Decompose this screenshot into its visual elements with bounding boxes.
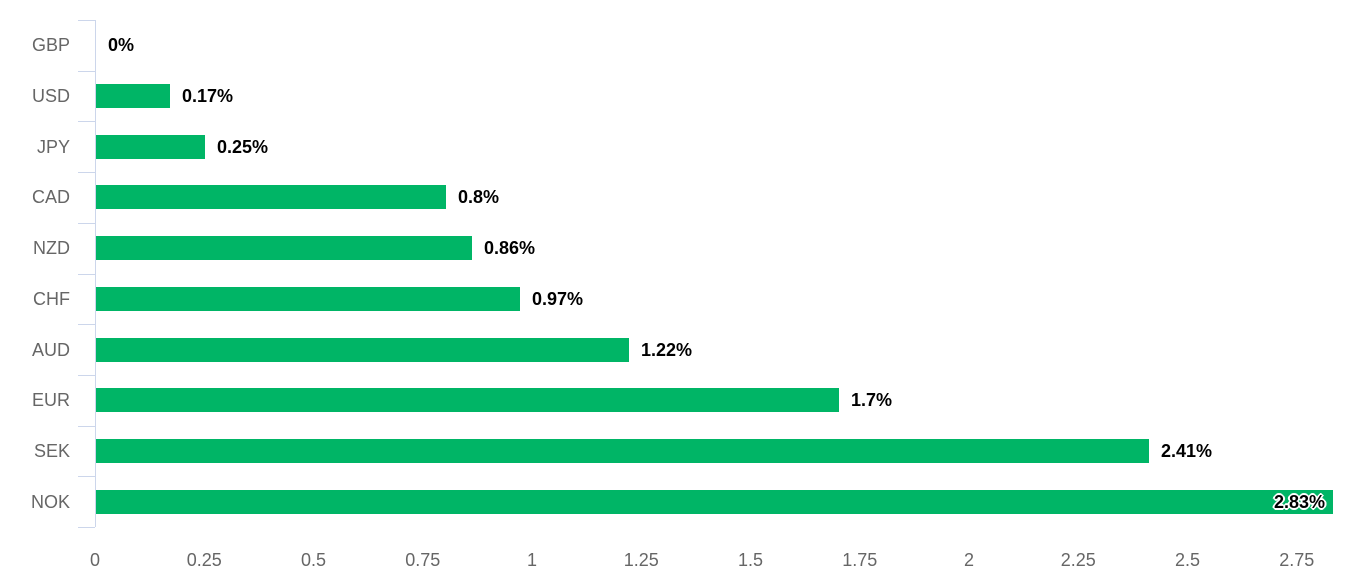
value-label-usd: 0.17% — [182, 86, 234, 107]
x-tick-label-2.25: 2.25 — [1060, 550, 1096, 570]
category-label-nok: NOK — [30, 491, 70, 512]
value-label-nok: 2.83% — [1273, 491, 1325, 512]
category-label-aud: AUD — [31, 339, 70, 360]
x-tick-label-1.5: 1.5 — [737, 550, 764, 570]
y-axis-line — [95, 20, 96, 527]
bar-usd[interactable] — [96, 84, 170, 109]
value-label-chf: 0.97% — [532, 288, 584, 309]
y-axis-tick — [78, 476, 95, 478]
bar-nok[interactable] — [96, 489, 1333, 514]
category-label-nzd: NZD — [33, 238, 70, 259]
y-axis-tick — [78, 20, 95, 21]
value-label-gbp: 0% — [108, 35, 135, 56]
y-axis-tick — [78, 527, 95, 528]
category-label-chf: CHF — [33, 288, 70, 309]
x-tick-label-0.5: 0.5 — [300, 550, 327, 570]
category-label-sek: SEK — [33, 440, 70, 461]
x-tick-label-1.25: 1.25 — [623, 550, 659, 570]
bar-jpy[interactable] — [96, 134, 205, 159]
y-axis-tick — [78, 70, 95, 72]
value-label-jpy: 0.25% — [217, 136, 269, 157]
y-axis-tick — [78, 374, 95, 376]
x-tick-label-0.75: 0.75 — [405, 550, 441, 570]
bar-sek[interactable] — [96, 438, 1149, 463]
bar-chf[interactable] — [96, 286, 520, 311]
x-tick-label-1.75: 1.75 — [842, 550, 878, 570]
x-tick-label-2.5: 2.5 — [1174, 550, 1201, 570]
x-tick-label-0.25: 0.25 — [186, 550, 222, 570]
category-label-cad: CAD — [31, 187, 70, 208]
category-label-jpy: JPY — [36, 136, 70, 157]
bar-eur[interactable] — [96, 388, 839, 413]
value-label-aud: 1.22% — [641, 339, 693, 360]
category-label-eur: EUR — [31, 390, 70, 411]
x-tick-label-0: 0 — [89, 550, 100, 570]
x-tick-label-1: 1 — [526, 550, 537, 570]
bar-cad[interactable] — [96, 185, 446, 210]
y-axis-tick — [78, 172, 95, 174]
y-axis-tick — [78, 222, 95, 224]
y-axis-tick — [78, 425, 95, 427]
bar-nzd[interactable] — [96, 236, 472, 261]
value-label-nzd: 0.86% — [484, 238, 536, 259]
category-label-gbp: GBP — [31, 35, 70, 56]
value-label-cad: 0.8% — [458, 187, 500, 208]
value-label-sek: 2.41% — [1161, 440, 1213, 461]
x-tick-label-2: 2 — [963, 550, 974, 570]
bar-aud[interactable] — [96, 337, 629, 362]
y-axis-tick — [78, 121, 95, 123]
y-axis-tick — [78, 324, 95, 326]
value-label-eur: 1.7% — [851, 390, 893, 411]
y-axis-tick — [78, 273, 95, 275]
x-tick-label-2.75: 2.75 — [1279, 550, 1315, 570]
category-label-usd: USD — [31, 86, 70, 107]
